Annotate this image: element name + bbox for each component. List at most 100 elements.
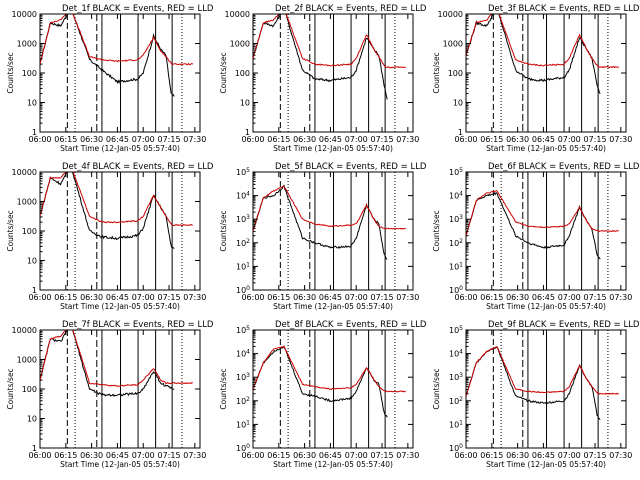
y-tick-label: 1	[32, 286, 37, 295]
x-tick-label: 06:30	[293, 451, 316, 460]
x-tick-label: 07:30	[183, 293, 206, 302]
y-tick-label: 1000	[230, 40, 250, 49]
x-tick-label: 06:45	[106, 293, 129, 302]
x-tick-label: 07:00	[558, 451, 581, 460]
y-tick-label: 10000	[438, 10, 463, 19]
panel-title: Det_4f BLACK = Events, RED = LLD	[62, 162, 214, 172]
x-tick-label: 06:00	[241, 135, 264, 144]
x-tick-label: 06:30	[506, 293, 529, 302]
y-tick-label: 101	[449, 261, 463, 271]
y-tick-label: 10	[27, 257, 37, 266]
y-tick-label: 101	[236, 261, 250, 271]
events-series-line	[40, 330, 175, 397]
x-tick-label: 06:30	[293, 135, 316, 144]
events-series-line	[466, 346, 601, 421]
x-tick-label: 07:30	[609, 451, 632, 460]
y-tick-label: 105	[449, 167, 463, 177]
plot-frame	[39, 13, 201, 133]
panel-title: Det_8f BLACK = Events, RED = LLD	[275, 320, 427, 330]
x-tick-label: 07:30	[183, 451, 206, 460]
x-tick-label: 07:15	[371, 135, 394, 144]
panel-3: 1 10 100 1000 10000 06:00 06:15 06:30 06:45 07:00…	[432, 4, 640, 153]
y-tick-label: 1000	[17, 356, 37, 365]
panel-2: 1 10 100 1000 10000 06:00 06:15 06:30 06:45 07:00…	[219, 4, 427, 153]
y-tick-label: 102	[449, 396, 463, 406]
y-axis-label: Counts/sec	[219, 368, 228, 409]
x-tick-label: 07:15	[371, 293, 394, 302]
plot-frame	[465, 13, 627, 133]
lld-series-line	[253, 185, 406, 232]
x-tick-label: 07:15	[371, 451, 394, 460]
x-tick-label: 07:00	[558, 293, 581, 302]
panel-title: Det_3f BLACK = Events, RED = LLD	[488, 4, 640, 14]
y-tick-label: 100	[236, 285, 250, 295]
x-axis-label: Start Time (12-Jan-05 05:57:40)	[486, 144, 606, 153]
lld-series-line	[466, 14, 619, 69]
lld-series-line	[253, 345, 407, 393]
y-tick-label: 103	[449, 372, 463, 382]
x-tick-label: 06:45	[532, 293, 555, 302]
y-tick-label: 100	[449, 443, 463, 453]
events-series-line	[253, 14, 388, 100]
y-tick-label: 100	[448, 69, 463, 78]
x-tick-label: 06:00	[454, 293, 477, 302]
events-series-line	[40, 14, 175, 97]
lld-series-line	[466, 190, 619, 237]
x-tick-label: 06:15	[480, 451, 503, 460]
x-tick-label: 07:00	[132, 135, 155, 144]
x-tick-label: 06:30	[293, 293, 316, 302]
y-tick-label: 105	[236, 167, 250, 177]
x-tick-label: 07:00	[558, 135, 581, 144]
y-tick-label: 1000	[17, 198, 37, 207]
x-tick-label: 06:15	[480, 293, 503, 302]
y-tick-label: 10000	[12, 168, 37, 177]
y-tick-label: 102	[449, 238, 463, 248]
x-tick-label: 06:45	[106, 451, 129, 460]
x-tick-label: 06:45	[319, 293, 342, 302]
lld-series-line	[253, 14, 407, 69]
x-tick-label: 06:15	[267, 135, 290, 144]
x-axis-label: Start Time (12-Jan-05 05:57:40)	[273, 460, 393, 469]
y-tick-label: 101	[449, 419, 463, 429]
y-tick-label: 100	[236, 443, 250, 453]
y-tick-label: 10000	[225, 10, 250, 19]
y-tick-label: 103	[236, 214, 250, 224]
y-tick-label: 103	[236, 372, 250, 382]
x-tick-label: 07:00	[345, 451, 368, 460]
panel-title: Det_7f BLACK = Events, RED = LLD	[62, 320, 214, 330]
x-tick-label: 06:15	[54, 135, 77, 144]
y-axis-label: Counts/sec	[6, 210, 15, 251]
x-tick-label: 07:00	[345, 293, 368, 302]
x-tick-label: 07:15	[158, 293, 181, 302]
x-tick-label: 06:15	[480, 135, 503, 144]
y-tick-label: 104	[236, 191, 250, 201]
x-tick-label: 06:15	[267, 293, 290, 302]
x-tick-label: 06:00	[454, 135, 477, 144]
x-tick-label: 06:15	[54, 293, 77, 302]
y-tick-label: 10000	[12, 326, 37, 335]
x-axis-label: Start Time (12-Jan-05 05:57:40)	[60, 302, 180, 311]
y-tick-label: 10000	[12, 10, 37, 19]
x-axis-label: Start Time (12-Jan-05 05:57:40)	[60, 460, 180, 469]
plot-frame	[252, 329, 414, 449]
panel-title: Det_9f BLACK = Events, RED = LLD	[488, 320, 640, 330]
y-tick-label: 104	[236, 349, 250, 359]
y-axis-label: Counts/sec	[432, 210, 441, 251]
events-series-line	[40, 172, 175, 250]
plot-frame	[39, 329, 201, 449]
x-tick-label: 06:30	[80, 293, 103, 302]
x-tick-label: 07:15	[584, 293, 607, 302]
x-tick-label: 06:15	[54, 451, 77, 460]
y-tick-label: 10	[27, 99, 37, 108]
events-series-line	[253, 184, 388, 260]
panel-1: 1 10 100 1000 10000 06:00 06:15 06:30 06:45 07:00…	[6, 4, 214, 153]
y-tick-label: 1	[245, 128, 250, 137]
x-tick-label: 06:45	[319, 451, 342, 460]
y-tick-label: 1	[458, 128, 463, 137]
x-tick-label: 07:30	[396, 293, 419, 302]
x-tick-label: 07:15	[158, 451, 181, 460]
x-axis-label: Start Time (12-Jan-05 05:57:40)	[486, 460, 606, 469]
